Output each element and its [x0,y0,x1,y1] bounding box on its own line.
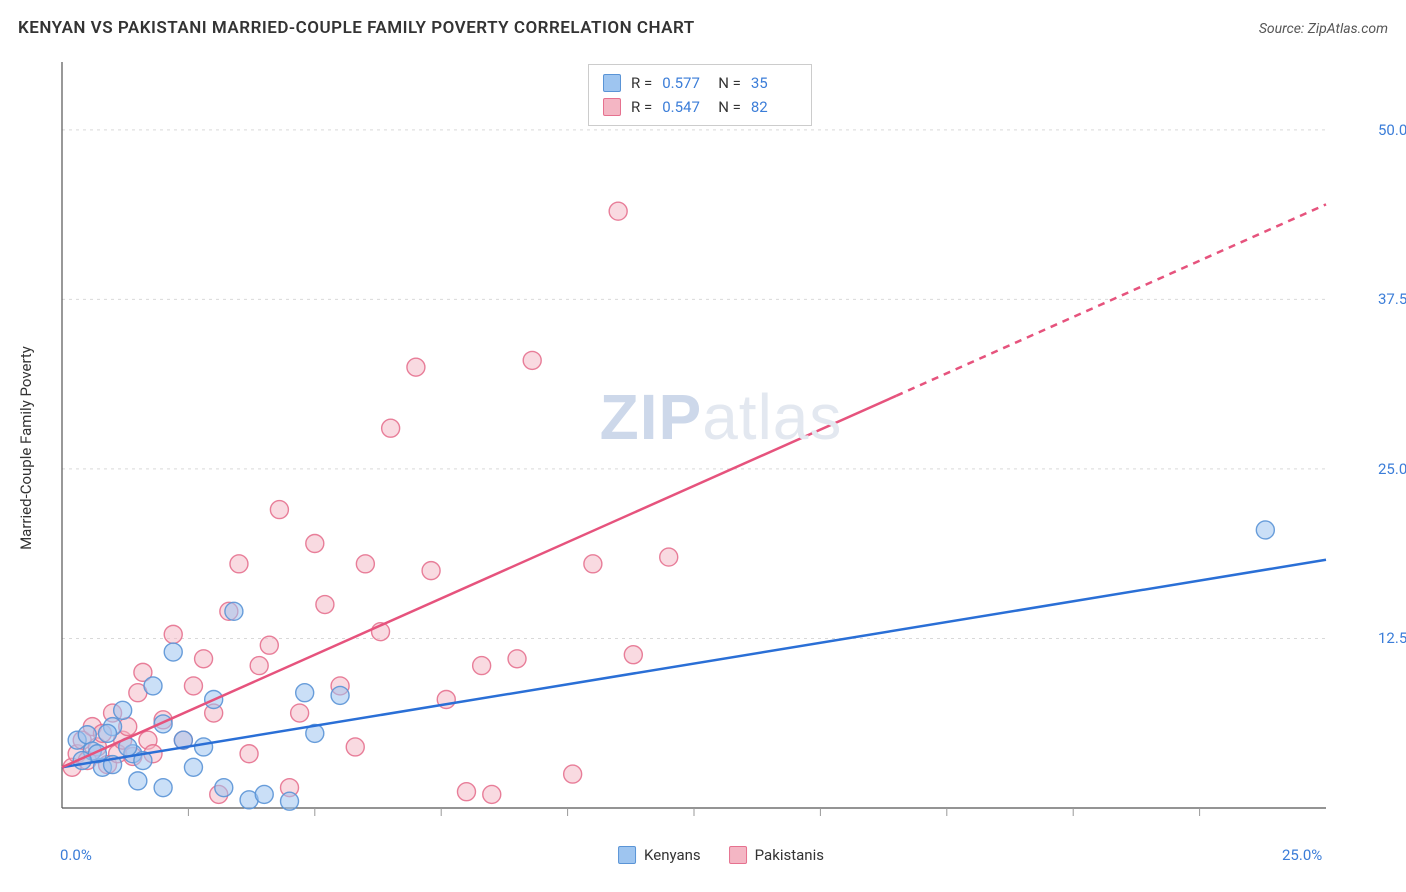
y-tick-label: 12.5% [1378,629,1406,647]
stats-row: R = 0.577 N = 35 [603,71,797,95]
stats-row: R = 0.547 N = 82 [603,95,797,119]
legend-item-pakistanis: Pakistanis [729,846,824,864]
legend-item-kenyans: Kenyans [618,846,701,864]
x-tick-label: 0.0% [60,846,92,864]
y-tick-label: 50.0% [1378,121,1406,139]
y-axis-label: Married-Couple Family Poverty [17,346,35,550]
legend-swatch-pakistanis [729,846,747,864]
chart-title: KENYAN VS PAKISTANI MARRIED-COUPLE FAMIL… [18,18,695,38]
source-attribution: Source: ZipAtlas.com [1259,21,1388,37]
stat-n-label: N = [718,95,741,119]
scatter-plot [56,58,1386,838]
correlation-stats-box: R = 0.577 N = 35 R = 0.547 N = 82 [588,64,812,126]
stats-swatch-kenyans [603,74,621,92]
stat-r-label: R = [631,95,652,119]
legend-swatch-kenyans [618,846,636,864]
stats-swatch-pakistanis [603,98,621,116]
stat-r-value: 0.577 [662,71,708,95]
stat-r-value: 0.547 [662,95,708,119]
stat-n-label: N = [718,71,741,95]
stat-r-label: R = [631,71,652,95]
legend-label: Kenyans [644,846,701,864]
legend-label: Pakistanis [755,846,824,864]
chart-header: KENYAN VS PAKISTANI MARRIED-COUPLE FAMIL… [0,0,1406,46]
x-tick-label: 25.0% [1282,846,1322,864]
chart-area: Married-Couple Family Poverty ZIPatlas R… [56,58,1386,838]
stat-n-value: 35 [751,71,797,95]
y-tick-label: 37.5% [1378,290,1406,308]
legend: Kenyans Pakistanis [618,846,824,864]
stat-n-value: 82 [751,95,797,119]
y-tick-label: 25.0% [1378,460,1406,478]
